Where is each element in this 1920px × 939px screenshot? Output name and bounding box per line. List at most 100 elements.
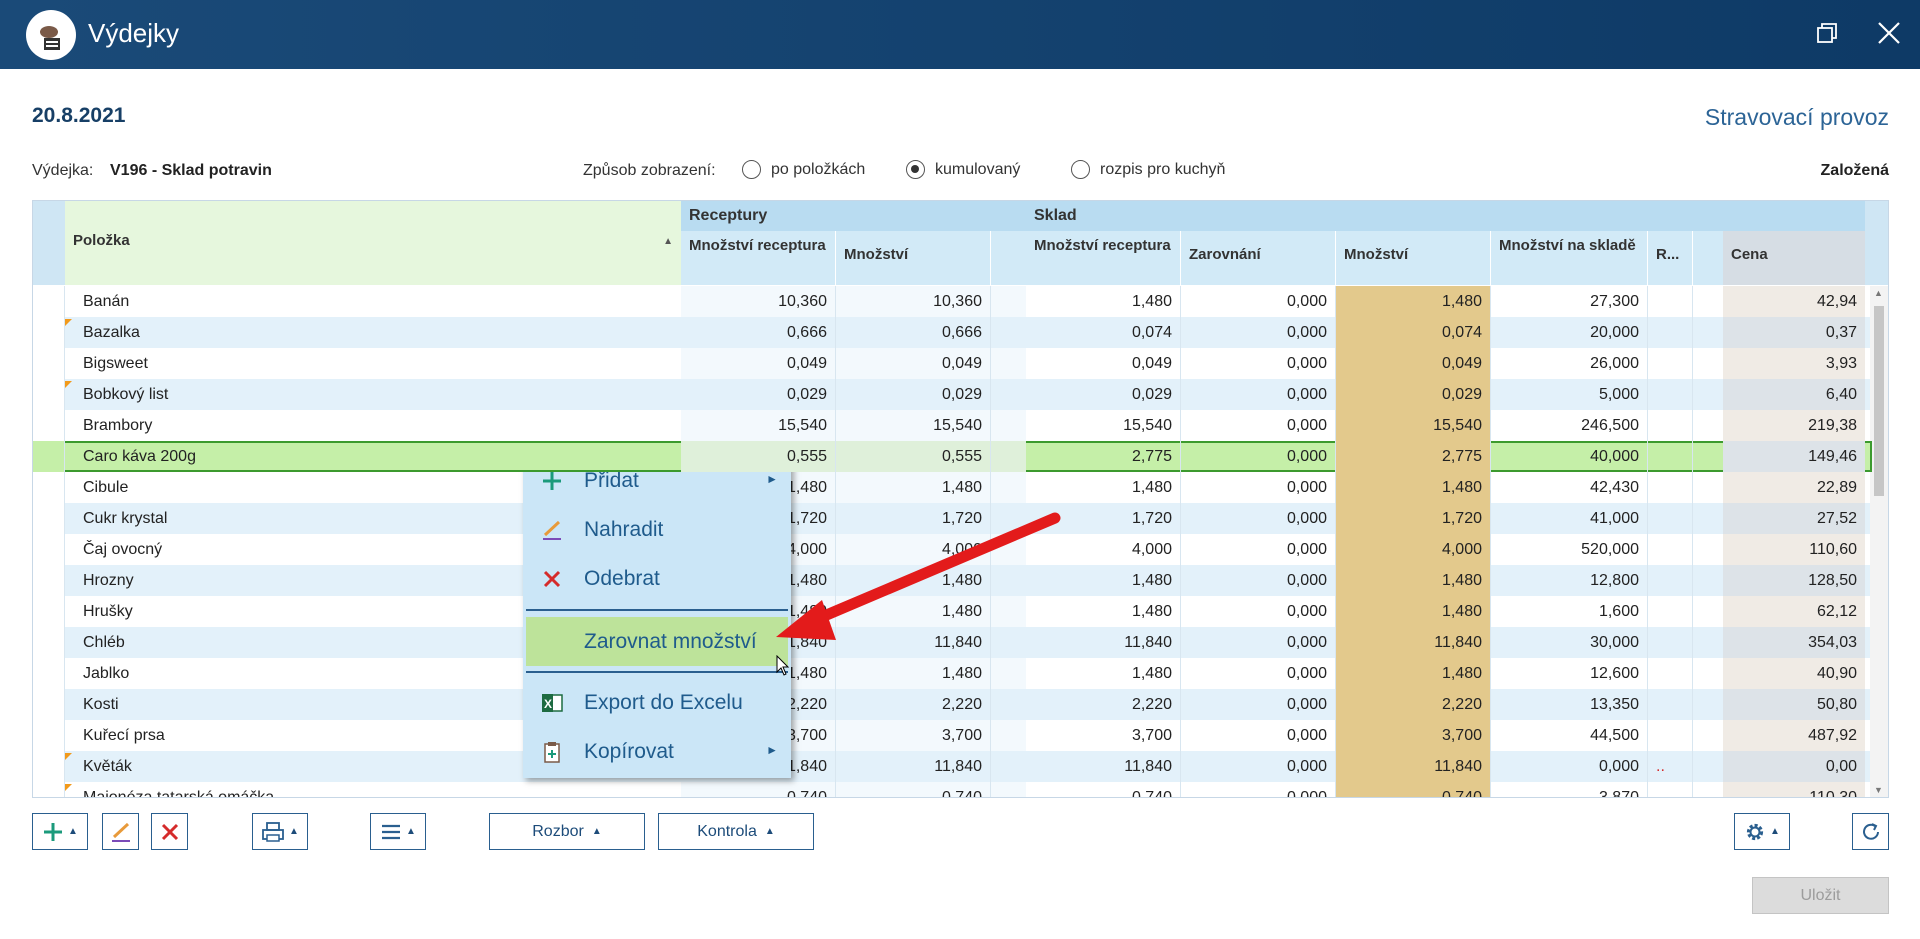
table-row[interactable]: Brambory 15,540 15,540 15,540 0,000 15,540 246…: [33, 410, 1872, 441]
value-cell-sqr[interactable]: 11,840: [1026, 627, 1181, 658]
row-header-cell[interactable]: [33, 782, 65, 797]
value-cell-r[interactable]: ..: [1648, 751, 1693, 782]
value-cell-sqr[interactable]: 4,000: [1026, 534, 1181, 565]
value-cell-st[interactable]: 12,600: [1491, 658, 1648, 689]
value-cell-rq[interactable]: 10,360: [836, 286, 991, 317]
value-cell-r[interactable]: [1648, 658, 1693, 689]
value-cell-r[interactable]: [1648, 627, 1693, 658]
item-name-cell[interactable]: Banán: [83, 293, 130, 310]
value-cell-rq[interactable]: 1,480: [836, 596, 991, 627]
menu-item-pridat[interactable]: Přidat ►: [526, 458, 788, 504]
menu-dropdown-button[interactable]: ▲: [370, 813, 426, 850]
row-header-cell[interactable]: [33, 348, 65, 379]
value-cell-sqr[interactable]: 1,480: [1026, 658, 1181, 689]
rozbor-button[interactable]: Rozbor ▲: [489, 813, 645, 850]
table-row[interactable]: Jablko 1,480 1,480 1,480 0,000 1,480 12,600 40,…: [33, 658, 1872, 689]
value-cell-al[interactable]: 0,000: [1181, 782, 1336, 797]
value-cell-rq[interactable]: 0,740: [836, 782, 991, 797]
row-header-cell[interactable]: [33, 503, 65, 534]
price-cell[interactable]: 110,60: [1723, 534, 1865, 565]
value-cell-rqr[interactable]: 0,029: [681, 379, 836, 410]
value-cell-sq[interactable]: 1,480: [1336, 658, 1491, 689]
value-cell-al[interactable]: 0,000: [1181, 441, 1336, 472]
item-name-cell[interactable]: Bobkový list: [83, 386, 169, 403]
table-row[interactable]: Bazalka 0,666 0,666 0,074 0,000 0,074 20,000 0,…: [33, 317, 1872, 348]
table-row[interactable]: Hrušky 1,480 1,480 1,480 0,000 1,480 1,600 62,1…: [33, 596, 1872, 627]
value-cell-rqr[interactable]: 0,555: [681, 441, 836, 472]
table-row[interactable]: Bobkový list 0,029 0,029 0,029 0,000 0,029 5,0…: [33, 379, 1872, 410]
restore-window-icon[interactable]: [1812, 18, 1842, 48]
price-cell[interactable]: 354,03: [1723, 627, 1865, 658]
price-cell[interactable]: 40,90: [1723, 658, 1865, 689]
value-cell-rq[interactable]: 1,480: [836, 472, 991, 503]
value-cell-st[interactable]: 44,500: [1491, 720, 1648, 751]
value-cell-sq[interactable]: 3,700: [1336, 720, 1491, 751]
add-dropdown-button[interactable]: ▲: [32, 813, 88, 850]
column-header-r[interactable]: R...: [1648, 231, 1693, 285]
value-cell-sqr[interactable]: 0,074: [1026, 317, 1181, 348]
value-cell-sqr[interactable]: 11,840: [1026, 751, 1181, 782]
column-header-rec-qty[interactable]: Množství: [836, 231, 991, 285]
kontrola-button[interactable]: Kontrola ▲: [658, 813, 814, 850]
item-name-cell[interactable]: Chléb: [83, 634, 125, 651]
value-cell-al[interactable]: 0,000: [1181, 720, 1336, 751]
value-cell-st[interactable]: 40,000: [1491, 441, 1648, 472]
value-cell-sqr[interactable]: 15,540: [1026, 410, 1181, 441]
value-cell-st[interactable]: 41,000: [1491, 503, 1648, 534]
value-cell-st[interactable]: 12,800: [1491, 565, 1648, 596]
value-cell-al[interactable]: 0,000: [1181, 751, 1336, 782]
value-cell-rq[interactable]: 0,555: [836, 441, 991, 472]
radio-po-polozkach[interactable]: po položkách: [742, 160, 865, 179]
value-cell-r[interactable]: [1648, 348, 1693, 379]
item-name-cell[interactable]: Čaj ovocný: [83, 541, 163, 558]
menu-item-zarovnat-mnozstvi[interactable]: Zarovnat množství: [526, 617, 788, 666]
item-name-cell[interactable]: Bigsweet: [83, 355, 148, 372]
value-cell-r[interactable]: [1648, 720, 1693, 751]
value-cell-al[interactable]: 0,000: [1181, 689, 1336, 720]
item-name-cell[interactable]: Květák: [83, 758, 132, 775]
price-cell[interactable]: 6,40: [1723, 379, 1865, 410]
value-cell-r[interactable]: [1648, 782, 1693, 797]
value-cell-sq[interactable]: 0,049: [1336, 348, 1491, 379]
value-cell-st[interactable]: 246,500: [1491, 410, 1648, 441]
row-header-cell[interactable]: [33, 689, 65, 720]
value-cell-sq[interactable]: 0,074: [1336, 317, 1491, 348]
menu-item-odebrat[interactable]: Odebrat: [526, 556, 788, 602]
value-cell-sq[interactable]: 11,840: [1336, 751, 1491, 782]
column-header-stock-qty[interactable]: Množství na skladě: [1491, 231, 1648, 285]
value-cell-rq[interactable]: 0,049: [836, 348, 991, 379]
value-cell-rq[interactable]: 15,540: [836, 410, 991, 441]
price-cell[interactable]: 219,38: [1723, 410, 1865, 441]
menu-item-nahradit[interactable]: Nahradit: [526, 507, 788, 553]
row-header-cell[interactable]: [33, 410, 65, 441]
item-name-cell[interactable]: Bazalka: [83, 324, 140, 341]
value-cell-rq[interactable]: 1,720: [836, 503, 991, 534]
item-name-cell[interactable]: Hrušky: [83, 603, 133, 620]
value-cell-sq[interactable]: 1,480: [1336, 286, 1491, 317]
row-header-cell[interactable]: [33, 720, 65, 751]
print-dropdown-button[interactable]: ▲: [252, 813, 308, 850]
column-header-alignment[interactable]: Zarovnání: [1181, 231, 1336, 285]
price-cell[interactable]: 42,94: [1723, 286, 1865, 317]
value-cell-r[interactable]: [1648, 596, 1693, 627]
item-name-cell[interactable]: Cukr krystal: [83, 510, 168, 527]
radio-kumulovany[interactable]: kumulovaný: [906, 160, 1020, 179]
value-cell-st[interactable]: 1,600: [1491, 596, 1648, 627]
value-cell-sq[interactable]: 11,840: [1336, 627, 1491, 658]
value-cell-sq[interactable]: 2,775: [1336, 441, 1491, 472]
item-name-cell[interactable]: Caro káva 200g: [83, 448, 196, 465]
price-cell[interactable]: 149,46: [1723, 441, 1865, 472]
value-cell-sqr[interactable]: 2,220: [1026, 689, 1181, 720]
value-cell-sqr[interactable]: 3,700: [1026, 720, 1181, 751]
row-header-cell[interactable]: [33, 472, 65, 503]
value-cell-st[interactable]: 3,870: [1491, 782, 1648, 797]
row-header-cell[interactable]: [33, 379, 65, 410]
price-cell[interactable]: 27,52: [1723, 503, 1865, 534]
item-name-cell[interactable]: Kosti: [83, 696, 119, 713]
value-cell-sqr[interactable]: 0,740: [1026, 782, 1181, 797]
value-cell-st[interactable]: 0,000: [1491, 751, 1648, 782]
value-cell-sq[interactable]: 15,540: [1336, 410, 1491, 441]
value-cell-sqr[interactable]: 1,720: [1026, 503, 1181, 534]
vertical-scrollbar[interactable]: ▲ ▼: [1870, 286, 1888, 797]
column-header-rec-qty-recipe[interactable]: Množství receptura: [681, 231, 836, 285]
